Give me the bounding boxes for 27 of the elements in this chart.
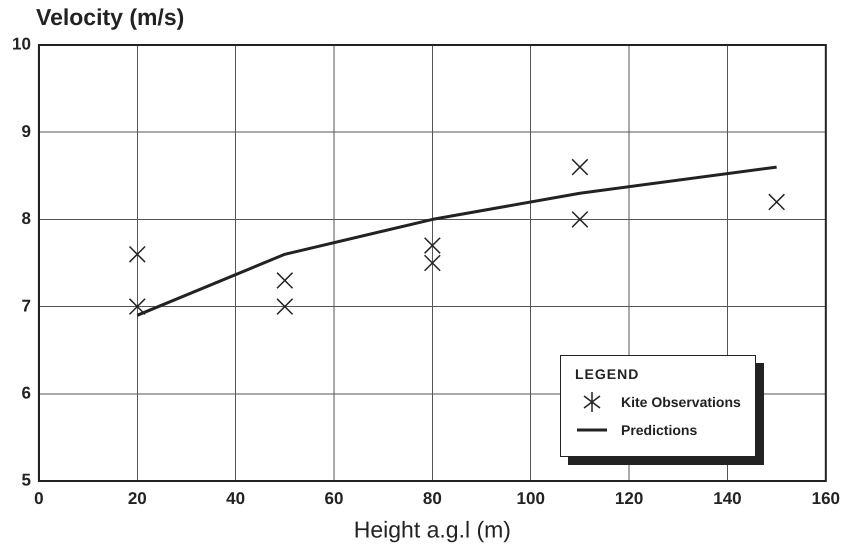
- legend-label: Kite Observations: [620, 394, 741, 410]
- y-tick-label: 5: [21, 470, 31, 490]
- y-tick-label: 9: [21, 122, 31, 141]
- y-tick-label: 10: [12, 34, 31, 54]
- point: [276, 298, 294, 316]
- x-tick-label: 100: [516, 488, 545, 508]
- x-axis-title: Height a.g.l (m): [354, 516, 511, 543]
- x-tick-label: 40: [226, 488, 246, 508]
- point: [128, 298, 146, 316]
- y-axis-title: Velocity (m/s): [36, 4, 184, 31]
- point: [128, 246, 146, 263]
- x-tick-label: 60: [324, 488, 344, 508]
- y-tick-label: 6: [21, 383, 31, 402]
- x-tick-label: 160: [812, 488, 840, 508]
- point: [276, 272, 294, 289]
- x-tick-label: 120: [614, 488, 644, 508]
- legend-label: Predictions: [620, 422, 698, 438]
- x-tick-label: 20: [128, 488, 147, 508]
- point: [571, 158, 588, 176]
- point: [768, 193, 786, 210]
- y-tick-label: 8: [21, 209, 31, 228]
- x-tick-label: 140: [713, 488, 742, 508]
- legend-title: LEGEND: [574, 366, 640, 382]
- y-tick-label: 7: [21, 296, 31, 316]
- point: [571, 210, 588, 228]
- x-tick-label: 0: [34, 488, 44, 508]
- x-tick-label: 80: [422, 488, 442, 508]
